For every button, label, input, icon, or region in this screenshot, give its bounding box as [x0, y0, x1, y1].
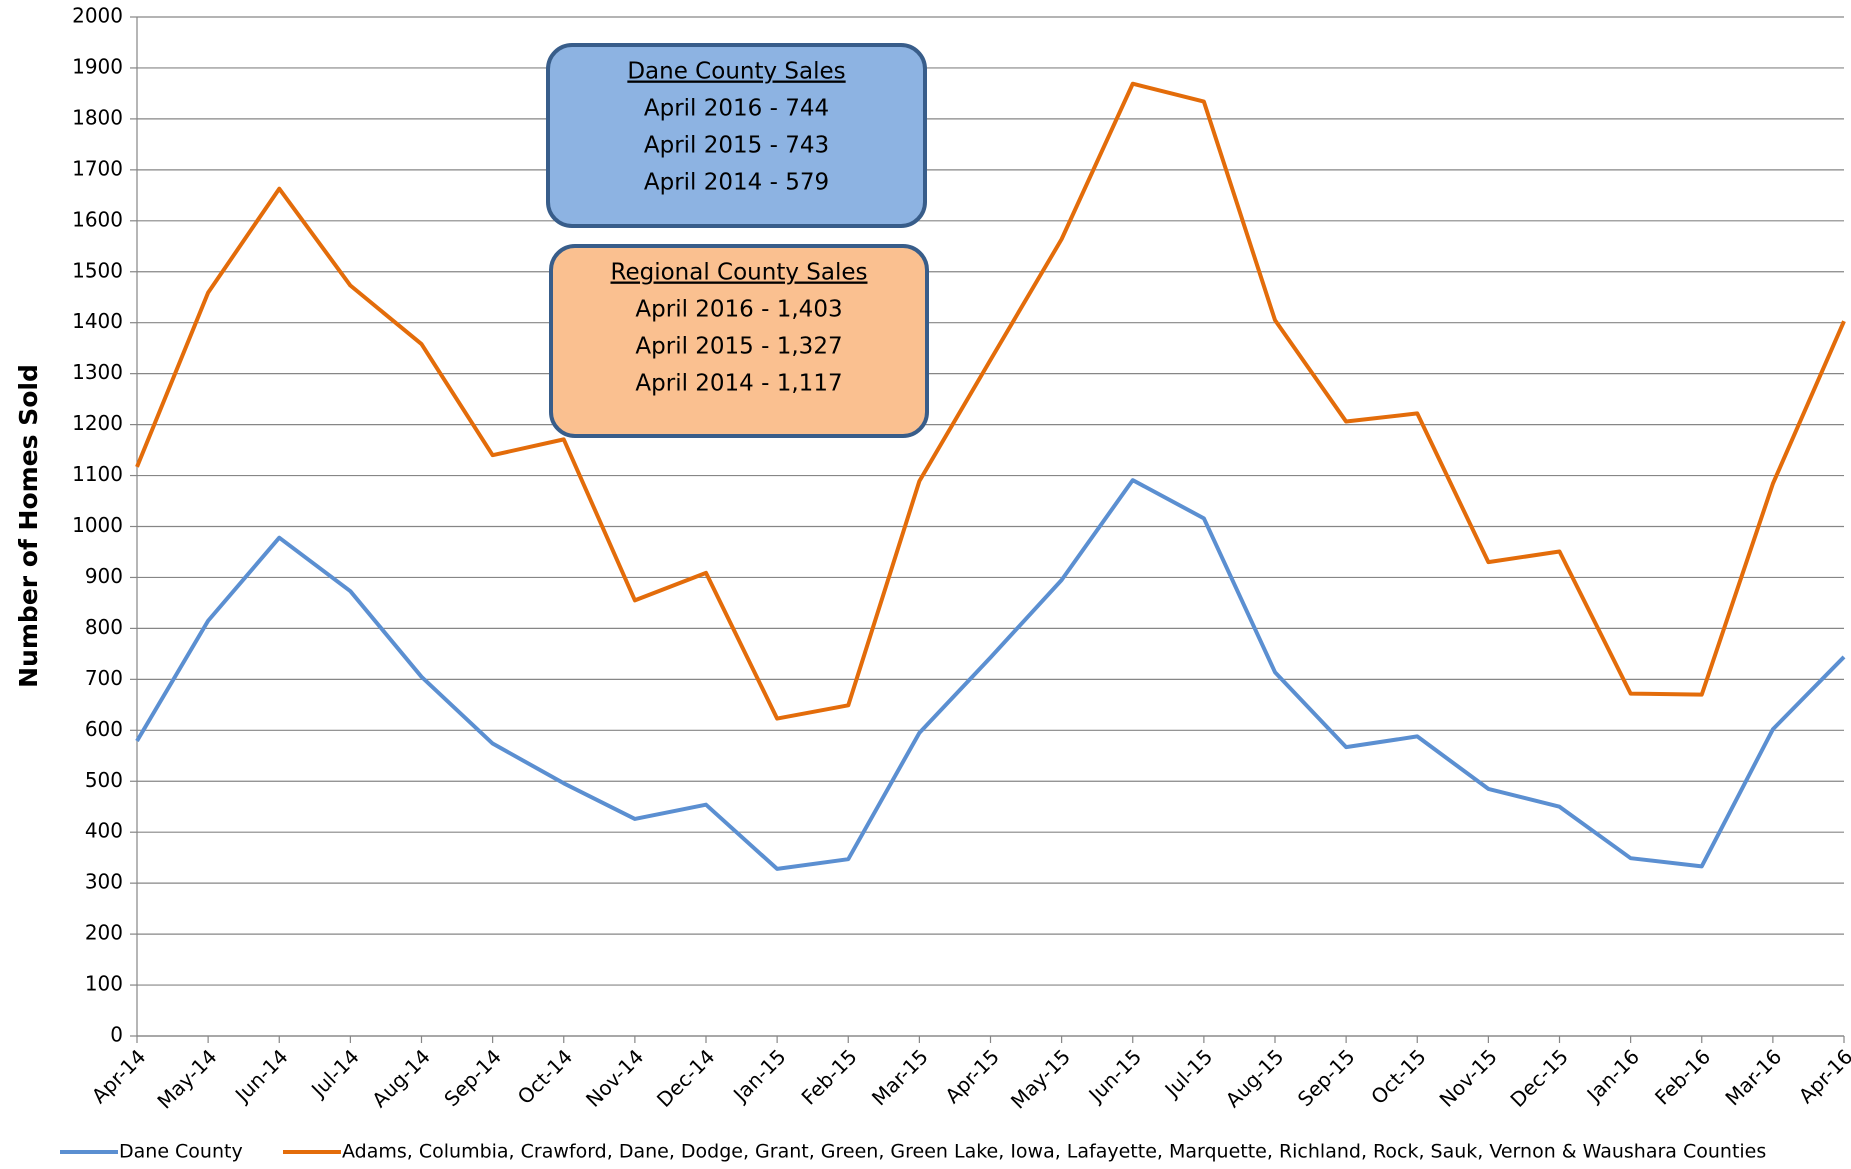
x-tick-label: Jan-16	[1581, 1044, 1644, 1107]
x-tick-label: Jul-14	[305, 1044, 364, 1103]
y-tick-label: 2000	[72, 4, 123, 28]
x-tick-label: Jan-15	[727, 1044, 790, 1107]
y-tick-label: 1000	[72, 513, 123, 537]
x-tick-label: Nov-15	[1435, 1044, 1502, 1111]
x-tick-label: Nov-14	[581, 1044, 648, 1111]
x-tick-label: Dec-14	[652, 1044, 719, 1111]
legend-label: Dane County	[119, 1141, 243, 1163]
x-tick-label: May-15	[1006, 1044, 1075, 1113]
y-tick-label: 1400	[72, 309, 123, 333]
x-tick-label: Apr-14	[87, 1044, 151, 1108]
x-tick-label: Dec-15	[1505, 1044, 1572, 1111]
x-tick-label: Apr-15	[940, 1044, 1004, 1108]
annotation-line: April 2014 - 579	[644, 170, 829, 196]
y-tick-label: 1300	[72, 360, 123, 384]
y-tick-label: 1800	[72, 105, 123, 129]
x-tick-label: Sep-14	[439, 1044, 506, 1111]
x-tick-label: Oct-15	[1366, 1044, 1431, 1109]
x-tick-label: Mar-16	[1720, 1044, 1786, 1110]
annotation-box	[549, 244, 929, 438]
x-tick-label: Aug-15	[1221, 1044, 1289, 1112]
y-tick-label: 1100	[72, 462, 123, 486]
x-tick-label: Feb-15	[797, 1044, 862, 1109]
y-tick-label: 100	[85, 972, 123, 996]
x-tick-label: Mar-15	[867, 1044, 933, 1110]
y-tick-label: 200	[85, 921, 123, 945]
y-tick-label: 1900	[72, 54, 123, 78]
series-line	[135, 478, 1846, 871]
y-tick-label: 400	[85, 819, 123, 843]
y-axis-label: Number of Homes Sold	[14, 364, 43, 688]
annotation-line: April 2014 - 1,117	[635, 371, 842, 397]
annotation-line: April 2016 - 744	[644, 96, 829, 122]
y-tick-label: 700	[85, 666, 123, 690]
y-tick-label: 0	[110, 1023, 123, 1047]
y-tick-label: 1200	[72, 411, 123, 435]
y-tick-label: 800	[85, 615, 123, 639]
x-tick-label: Jun-14	[229, 1044, 293, 1108]
series-line	[135, 81, 1846, 721]
annotation-title: Dane County Sales	[627, 59, 845, 85]
annotation-box	[546, 43, 927, 228]
x-tick-label: Aug-14	[367, 1044, 435, 1112]
y-tick-label: 300	[85, 870, 123, 894]
y-tick-label: 900	[85, 564, 123, 588]
x-tick-label: Jul-15	[1159, 1044, 1218, 1103]
x-tick-label: Sep-15	[1293, 1044, 1360, 1111]
y-tick-label: 1600	[72, 207, 123, 231]
x-tick-label: Feb-16	[1650, 1044, 1715, 1109]
y-tick-label: 500	[85, 768, 123, 792]
annotation-line: April 2015 - 743	[644, 133, 829, 159]
x-tick-label: Jun-15	[1083, 1044, 1147, 1108]
x-tick-label: Oct-14	[513, 1044, 578, 1109]
annotation-line: April 2016 - 1,403	[635, 297, 842, 323]
legend-label: Adams, Columbia, Crawford, Dane, Dodge, …	[342, 1141, 1766, 1163]
annotation-line: April 2015 - 1,327	[635, 334, 842, 360]
y-tick-label: 1500	[72, 258, 123, 282]
x-tick-label: May-14	[152, 1044, 221, 1113]
annotation-title: Regional County Sales	[611, 260, 868, 286]
y-tick-label: 600	[85, 717, 123, 741]
x-tick-label: Apr-16	[1794, 1044, 1851, 1108]
y-tick-label: 1700	[72, 156, 123, 180]
